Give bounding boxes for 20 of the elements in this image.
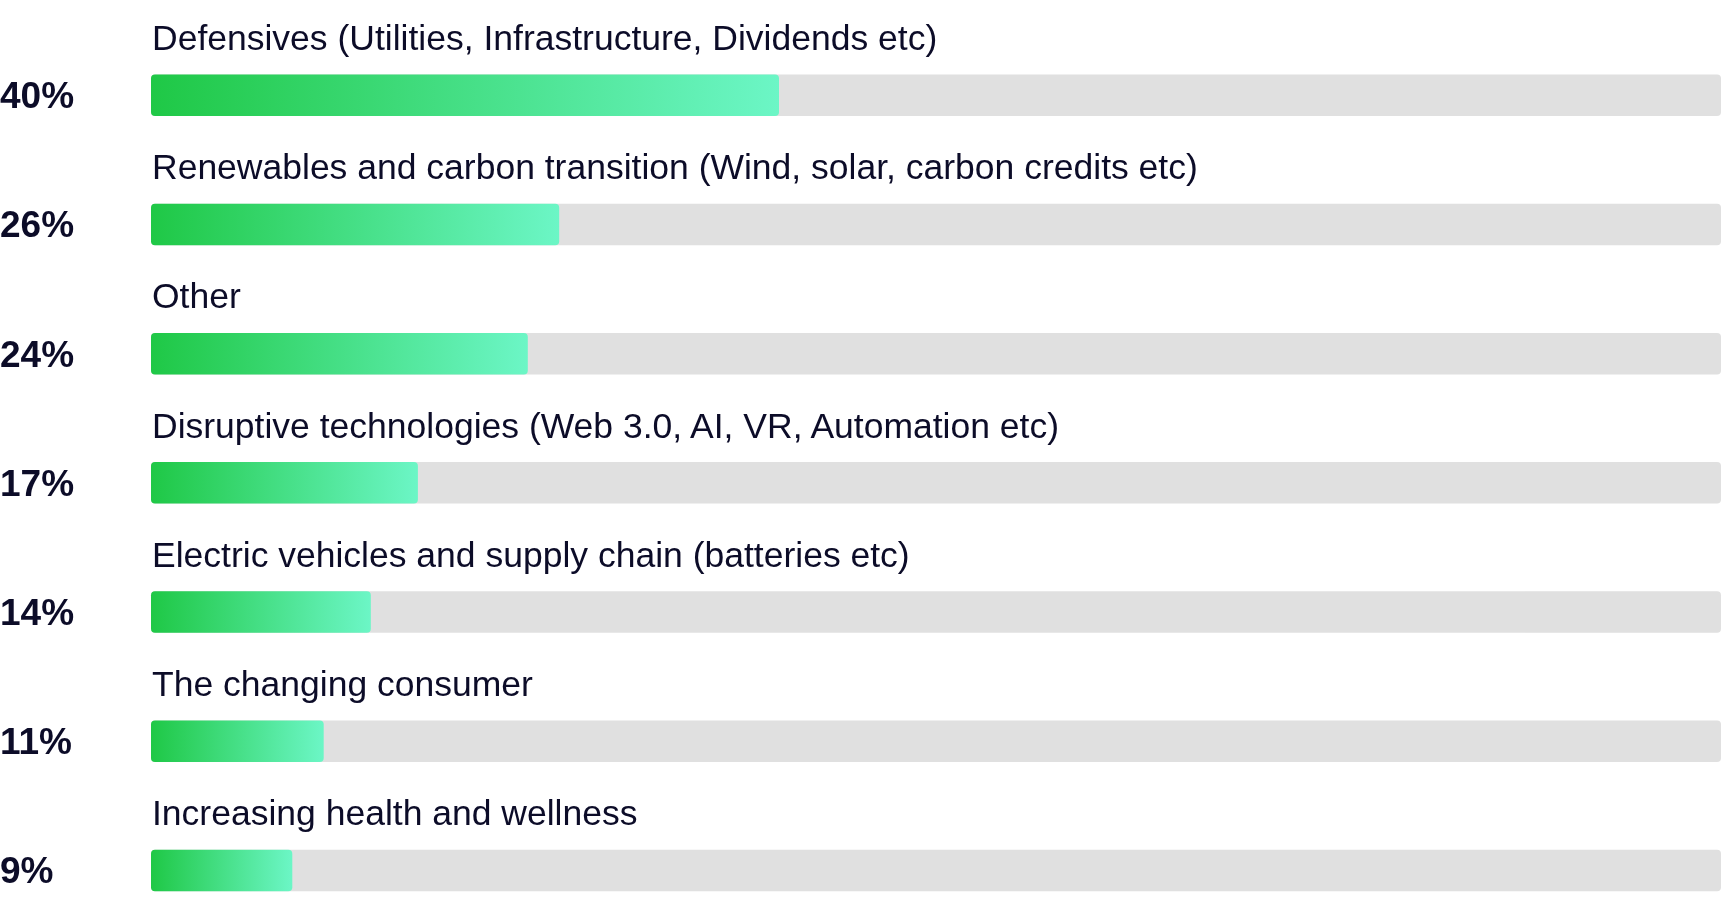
y-tick-label: Increasing health and wellness (152, 793, 638, 834)
y-tick-label: Renewables and carbon transition (Wind, solar, carbon credits etc) (152, 147, 1198, 188)
bar (151, 591, 371, 633)
data-label: 24% (0, 333, 75, 375)
data-label: 17% (0, 462, 75, 504)
data-label: 11% (0, 721, 73, 763)
y-tick-label: Electric vehicles and supply chain (batteries etc) (152, 534, 910, 575)
bar (151, 203, 560, 246)
data-label: 40% (0, 75, 75, 117)
y-tick-label: Other (152, 276, 241, 317)
bar (151, 462, 418, 504)
bar (151, 720, 324, 762)
y-tick-label: The changing consumer (152, 664, 534, 704)
bar (151, 332, 528, 375)
data-label: 9% (0, 850, 54, 892)
bar (151, 849, 293, 892)
y-tick-label: Defensives (Utilities, Infrastructure, Dividends etc) (152, 18, 938, 58)
data-label: 14% (0, 592, 75, 634)
y-tick-label: Disruptive technologies (Web 3.0, AI, VR, Automation etc) (152, 405, 1060, 446)
data-label: 26% (0, 204, 75, 246)
